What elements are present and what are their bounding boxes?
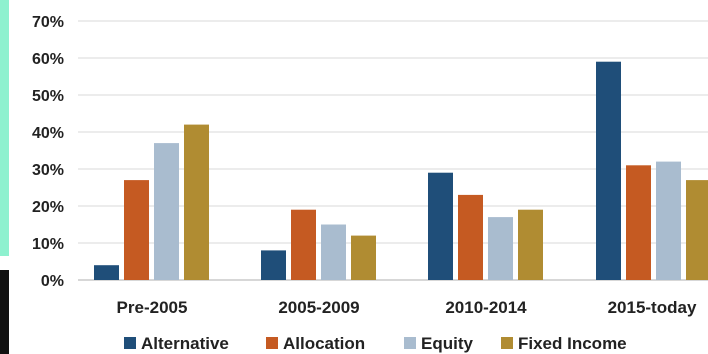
legend-swatch <box>501 337 513 349</box>
legend: Alternative Allocation Equity Fixed Income <box>124 334 627 353</box>
bar-equity-2 <box>488 217 513 280</box>
bar-equity-1 <box>321 224 346 280</box>
bar-fixed-income-2 <box>518 209 543 280</box>
x-category-label: 2015-today <box>608 298 697 317</box>
bar-allocation-1 <box>291 209 316 280</box>
legend-swatch <box>404 337 416 349</box>
bar-allocation-0 <box>124 180 149 280</box>
bar-allocation-2 <box>458 194 483 280</box>
bar-alternative-1 <box>261 250 286 280</box>
y-tick-label: 70% <box>32 14 64 31</box>
bar-allocation-3 <box>626 165 651 280</box>
bar-alternative-3 <box>596 61 621 281</box>
bars <box>94 61 708 281</box>
x-category-label: 2010-2014 <box>445 298 527 317</box>
y-tick-label: 30% <box>32 162 64 179</box>
left-edge-dark-strip <box>0 270 9 354</box>
legend-label: Alternative <box>141 334 229 353</box>
bar-fixed-income-1 <box>351 235 376 280</box>
bar-alternative-2 <box>428 172 453 280</box>
bar-fixed-income-3 <box>686 180 708 280</box>
y-tick-label: 0% <box>41 273 64 290</box>
x-category-label: Pre-2005 <box>117 298 188 317</box>
y-tick-label: 20% <box>32 199 64 216</box>
y-tick-label: 10% <box>32 236 64 253</box>
legend-label: Equity <box>421 334 473 353</box>
bar-equity-3 <box>656 161 681 280</box>
legend-swatch <box>266 337 278 349</box>
left-edge-strip <box>0 0 9 256</box>
legend-label: Fixed Income <box>518 334 627 353</box>
bar-alternative-0 <box>94 265 119 280</box>
x-axis: Pre-2005 2005-2009 2010-2014 2015-today <box>117 298 697 317</box>
y-tick-label: 60% <box>32 51 64 68</box>
bar-fixed-income-0 <box>184 124 209 280</box>
y-tick-label: 50% <box>32 88 64 105</box>
x-category-label: 2005-2009 <box>278 298 359 317</box>
legend-swatch <box>124 337 136 349</box>
legend-label: Allocation <box>283 334 365 353</box>
y-tick-label: 40% <box>32 125 64 142</box>
bar-equity-0 <box>154 143 179 280</box>
